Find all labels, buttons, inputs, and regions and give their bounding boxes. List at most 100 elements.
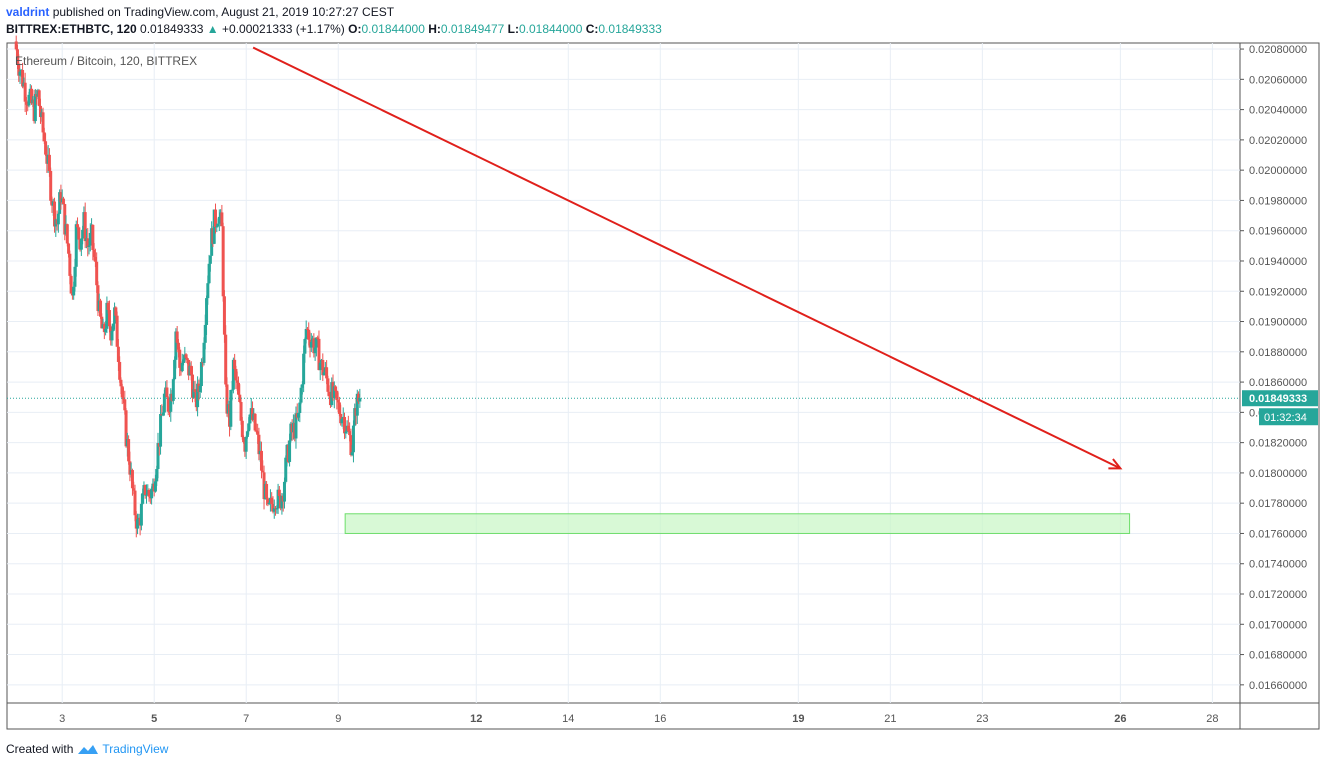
- candle-body: [175, 331, 179, 343]
- candle-body: [130, 470, 134, 489]
- candle-body: [261, 470, 265, 473]
- candle-body: [156, 443, 160, 469]
- candle-body: [253, 413, 257, 431]
- price-tick-label: 0.01740000: [1249, 559, 1307, 571]
- candle-body: [284, 457, 288, 482]
- last-price-label: 0.01849333: [1249, 393, 1307, 405]
- candle-body: [322, 372, 326, 376]
- candle-body: [165, 387, 169, 398]
- candle-body: [266, 498, 270, 504]
- candle-body: [192, 389, 196, 398]
- price-tick-label: 0.01960000: [1249, 226, 1307, 238]
- candle-body: [123, 399, 127, 411]
- time-tick-label: 5: [151, 713, 157, 725]
- time-axis[interactable]: 3 5 7 9 12 14 16 19 21 23 26 28: [59, 713, 1218, 725]
- candle-body: [41, 112, 45, 133]
- candle-body: [104, 328, 108, 333]
- price-tick-label: 0.01900000: [1249, 317, 1307, 329]
- price-tick-label: 0.01920000: [1249, 286, 1307, 298]
- candle-body: [24, 101, 28, 105]
- candle-body: [139, 503, 143, 526]
- candle-body: [44, 141, 48, 155]
- tradingview-logo-icon: [78, 745, 99, 754]
- footer: Created with TradingView: [6, 742, 168, 756]
- candle-body: [83, 212, 87, 242]
- candle-body: [42, 132, 46, 142]
- candle-body: [115, 315, 119, 347]
- candle-body: [127, 439, 131, 462]
- candle-body: [77, 227, 81, 240]
- candle-body: [107, 310, 111, 327]
- candle-body: [242, 437, 246, 443]
- candle-body: [110, 330, 114, 341]
- support-zone: [344, 513, 1131, 534]
- candle-body: [95, 261, 99, 286]
- candle-body: [190, 374, 194, 398]
- trendline[interactable]: [252, 46, 1123, 470]
- price-tick-label: 0.01720000: [1249, 589, 1307, 601]
- candle-body: [198, 386, 202, 392]
- candle-body: [74, 224, 78, 267]
- candle-body: [224, 334, 228, 385]
- candle-body: [178, 349, 182, 368]
- candle-body: [86, 238, 90, 247]
- candle-body: [171, 379, 175, 401]
- candle-body: [337, 402, 341, 414]
- candle-body: [240, 420, 244, 438]
- low-value: 0.01844000: [518, 22, 583, 36]
- candle-body: [220, 212, 224, 227]
- time-tick-label: 26: [1114, 713, 1126, 725]
- candle-body: [318, 362, 322, 371]
- candle-body: [133, 490, 137, 516]
- time-tick-label: 3: [59, 713, 65, 725]
- price-tick-label: 0.02060000: [1249, 74, 1307, 86]
- candle-body: [33, 94, 37, 122]
- candle-body: [348, 431, 352, 436]
- price-tick-label: 0.02080000: [1249, 44, 1307, 56]
- candle-body: [231, 359, 235, 390]
- candle-body: [277, 489, 281, 497]
- price-change: +0.00021333 (+1.17%): [222, 22, 345, 36]
- candle-body: [147, 489, 151, 497]
- price-axis[interactable]: 0.02080000 0.02060000 0.02040000 0.02020000…: [1240, 44, 1318, 692]
- price-tick-label: 0.01820000: [1249, 438, 1307, 450]
- author-name[interactable]: valdrint: [6, 5, 50, 19]
- time-tick-label: 7: [243, 713, 249, 725]
- candle-body: [327, 391, 331, 397]
- candle-body: [244, 436, 248, 452]
- candle-body: [65, 224, 69, 244]
- candle-body: [349, 435, 353, 455]
- candle-body: [67, 243, 71, 254]
- candle-body: [325, 367, 329, 379]
- close-value: 0.01849333: [598, 22, 662, 36]
- change-up-icon: ▲: [206, 22, 219, 36]
- candle-body: [309, 341, 313, 348]
- candle-body: [169, 393, 173, 412]
- candle-body: [280, 495, 284, 509]
- candle-body: [102, 324, 106, 333]
- candle-body: [271, 503, 275, 512]
- time-tick-label: 19: [792, 713, 804, 725]
- price-tick-label: 0.01780000: [1249, 498, 1307, 510]
- candle-body: [119, 379, 123, 387]
- countdown-badge: [1259, 408, 1318, 426]
- price-tick-label: 0.01660000: [1249, 680, 1307, 692]
- publication-info: published on TradingView.com, August 21,…: [52, 5, 395, 19]
- open-value: 0.01844000: [361, 22, 425, 36]
- candle-body: [161, 412, 165, 416]
- close-label: C:: [585, 22, 599, 36]
- tradingview-brand[interactable]: TradingView: [102, 742, 169, 756]
- candle-body: [313, 347, 317, 354]
- candle-body: [79, 238, 83, 250]
- candle-body: [247, 423, 251, 432]
- candle-body: [298, 402, 302, 413]
- candle-body: [166, 397, 170, 412]
- price-tick-label: 0.01880000: [1249, 347, 1307, 359]
- candle-body: [114, 307, 118, 316]
- candle-body: [132, 488, 136, 491]
- candle-body: [38, 105, 42, 118]
- candles: [14, 35, 362, 538]
- candle-body: [248, 414, 252, 424]
- candle-body: [225, 384, 229, 414]
